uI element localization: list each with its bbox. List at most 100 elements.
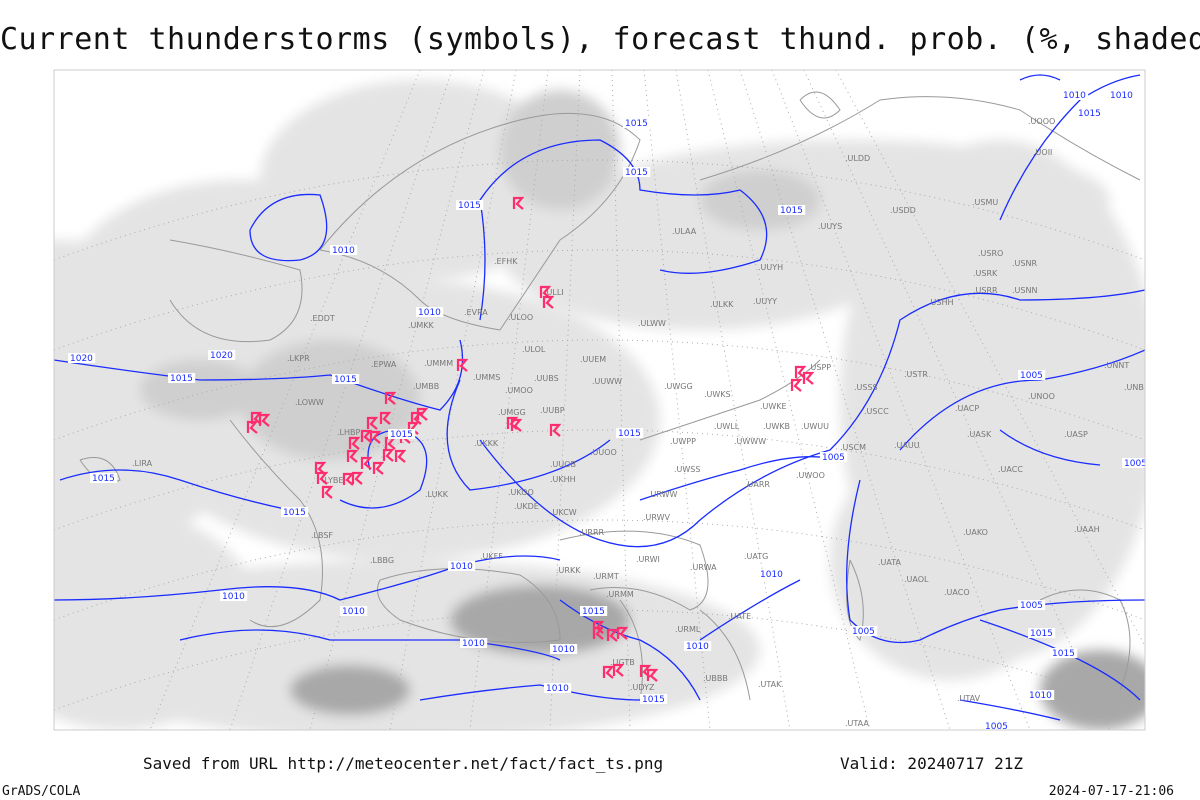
isobar-label: 1015 xyxy=(283,508,306,518)
station-label: .UWUU xyxy=(801,422,829,431)
station-label: .LYBE xyxy=(322,476,343,485)
isobar-label-bg xyxy=(616,428,644,438)
station-label: .UARR xyxy=(745,480,770,489)
thunderstorm-symbol-icon xyxy=(539,285,552,299)
station-label: .LHBP xyxy=(337,428,361,437)
isobar-label: 1010 xyxy=(450,562,473,572)
station-label: .UAUU xyxy=(894,441,920,450)
station-label: .UACP xyxy=(955,404,979,413)
station-label: .UMKK xyxy=(408,321,435,330)
station-label: .UMMS xyxy=(473,373,500,382)
station-label: .UUOB xyxy=(550,460,576,469)
isobar-label: 1005 xyxy=(985,722,1008,732)
station-label: .UAAH xyxy=(1074,525,1100,534)
isobar-line xyxy=(249,193,328,262)
station-label: .UWKE xyxy=(760,402,787,411)
station-label: .ULOO xyxy=(508,313,533,322)
isobar-label: 1010 xyxy=(222,592,245,602)
isobar-line xyxy=(899,349,1145,451)
station-label: .UACO xyxy=(944,588,970,597)
isobar-label-bg xyxy=(1050,648,1078,658)
thunderstorm-symbol-icon xyxy=(246,420,259,434)
station-label: .UUYS xyxy=(818,222,842,231)
station-label: .UWKS xyxy=(704,390,731,399)
isobar-label-bg xyxy=(168,373,196,383)
isobar-label: 1005 xyxy=(1020,601,1043,611)
isobar-label-bg xyxy=(623,167,651,177)
isobar-label-bg xyxy=(758,569,786,579)
station-label: .USCC xyxy=(864,407,889,416)
station-label: .UKHH xyxy=(550,475,576,484)
station-label: .UKDE xyxy=(514,502,539,511)
station-label: .UWWW xyxy=(734,437,766,446)
meridian-line xyxy=(643,70,711,730)
isobar-label: 1015 xyxy=(642,695,665,705)
station-label: .URWA xyxy=(690,563,717,572)
thunderstorm-symbol-icon xyxy=(250,411,263,425)
thunderstorm-symbol-icon xyxy=(351,471,364,485)
isobar-label: 1005 xyxy=(1020,371,1043,381)
thunderstorm-symbol-icon xyxy=(639,664,652,678)
isobar-label-bg xyxy=(208,350,236,360)
station-label: .LBSF xyxy=(311,531,333,540)
isobar-label: 1010 xyxy=(332,246,355,256)
isobar-label: 1005 xyxy=(1124,459,1147,469)
valid-time: Valid: 20240717 21Z xyxy=(840,754,1024,773)
station-label: .ULAA xyxy=(672,227,697,236)
thunderstorm-symbol-icon xyxy=(366,416,379,430)
isobar-label: 1010 xyxy=(1063,91,1086,101)
isobar-label: 1015 xyxy=(458,201,481,211)
isobar-line xyxy=(419,684,641,701)
station-label: .USRO xyxy=(978,249,1003,258)
map-frame xyxy=(53,69,1146,731)
station-label: .UKOO xyxy=(508,488,534,497)
thunderstorm-symbol-icon xyxy=(616,626,629,640)
station-label: .UATE xyxy=(728,612,751,621)
isobar-line xyxy=(979,619,1141,701)
thunderstorm-symbol-icon xyxy=(384,391,397,405)
station-label: .UKFF xyxy=(480,552,503,561)
thunderstorm-symbol-icon xyxy=(510,418,523,432)
isobar-line xyxy=(479,289,1145,548)
station-label: .EFHK xyxy=(494,257,518,266)
isobar-line xyxy=(999,74,1141,221)
thunderstorm-symbol-icon xyxy=(369,430,382,444)
station-label: .USPP xyxy=(808,363,831,372)
station-label: .UUOO xyxy=(590,448,617,457)
coastline xyxy=(699,96,1141,181)
isobar-label-bg xyxy=(1018,600,1046,610)
meridian-line xyxy=(549,70,581,730)
station-label: .USCM xyxy=(840,443,866,452)
station-label: .LIRA xyxy=(132,459,153,468)
station-label: .USTR xyxy=(904,370,928,379)
isobar-label-bg xyxy=(281,507,309,517)
isobar-label-bg xyxy=(820,452,848,462)
station-label: .UASK xyxy=(967,430,992,439)
isobar-label-bg xyxy=(332,374,360,384)
probability-shade-area xyxy=(260,80,580,280)
isobar-label-bg xyxy=(1122,458,1145,468)
isobar-label: 1010 xyxy=(546,684,569,694)
station-label: .USRK xyxy=(973,269,998,278)
thunderstorm-symbol-icon xyxy=(346,449,359,463)
station-label: .UWOO xyxy=(796,471,825,480)
thunderstorm-symbol-icon xyxy=(549,423,562,437)
station-label: .UACC xyxy=(998,465,1023,474)
isobar-label: 1015 xyxy=(780,206,803,216)
station-label: .EDDT xyxy=(310,314,335,323)
station-label: .UMOO xyxy=(505,386,533,395)
probability-shade-area xyxy=(1040,650,1145,730)
isobar-label-bg xyxy=(544,683,572,693)
thunderstorm-symbol-icon xyxy=(348,436,361,450)
isobar-label: 1005 xyxy=(852,627,875,637)
thunderstorm-symbol-icon xyxy=(592,626,605,640)
isobar-line xyxy=(54,339,464,411)
probability-shade-area xyxy=(700,170,820,230)
station-label: .URMM xyxy=(606,590,634,599)
thunderstorm-symbol-icon xyxy=(416,407,429,421)
isobar-label: 1015 xyxy=(1052,649,1075,659)
isobar-label-bg xyxy=(850,626,878,636)
station-label: .UMGG xyxy=(498,408,526,417)
station-label: .UDYZ xyxy=(630,683,655,692)
isobar-label: 1020 xyxy=(70,354,93,364)
